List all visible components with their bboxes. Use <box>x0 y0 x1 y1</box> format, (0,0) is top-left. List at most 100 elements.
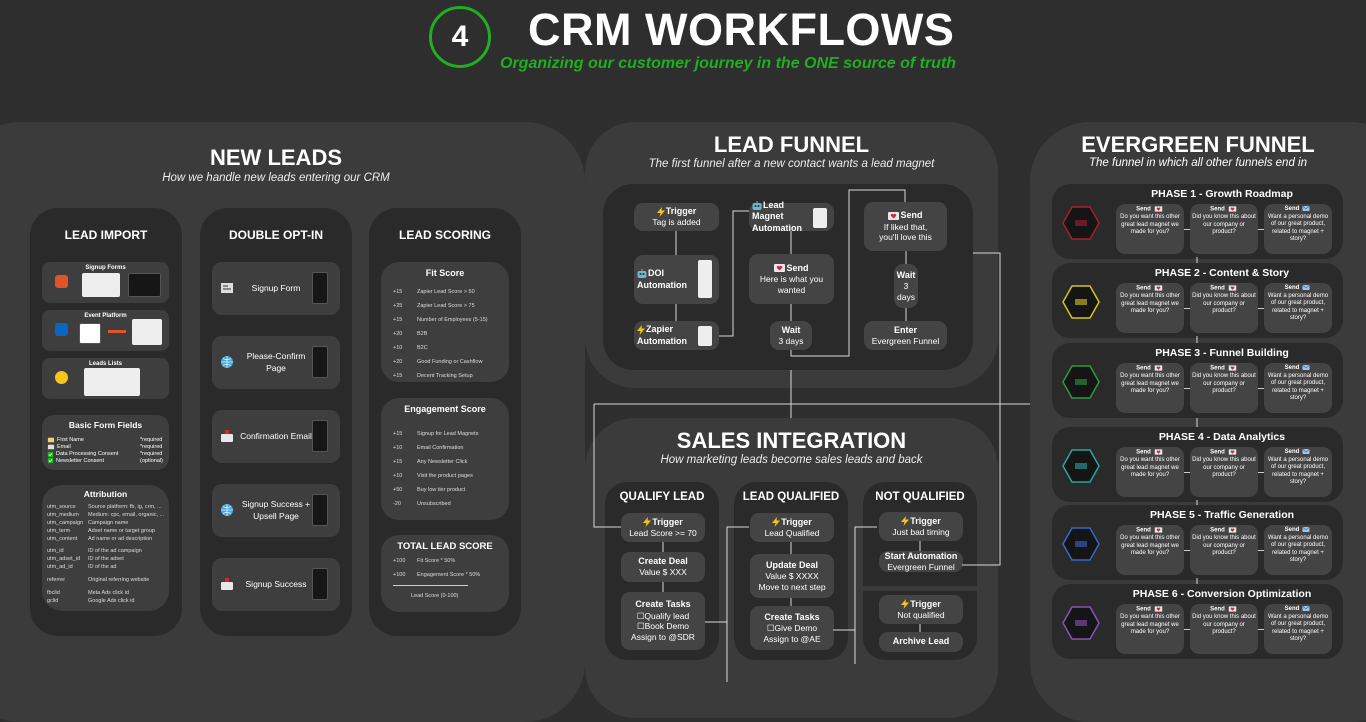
form-field-label: Newsletter Consent <box>56 457 104 464</box>
send-label: Send <box>1210 449 1225 456</box>
attribution-description: ID of the ad <box>88 564 117 570</box>
message-card: Send Do you want this other great lead ma… <box>1116 447 1184 497</box>
phase-hexagon-icon <box>1062 527 1100 566</box>
score-criterion: B2C <box>417 345 428 351</box>
phase-hexagon-icon <box>1062 606 1100 645</box>
card-heading: Wait <box>897 270 916 281</box>
card-body-line: Just bad timing <box>892 526 950 537</box>
form-icon <box>220 281 234 300</box>
thumbnail <box>79 323 101 344</box>
sales-step: Trigger Lead Score >= 70 <box>621 513 705 542</box>
linkedin-icon <box>55 323 68 336</box>
card-body-line: Value $ XXX <box>639 567 687 578</box>
sales-step: Trigger Not qualified <box>879 595 963 624</box>
import-source-0: Signup Forms <box>42 262 169 303</box>
card-heading-text: Start Automation <box>884 550 958 561</box>
thumbnail <box>813 208 827 228</box>
card-body-line: Evergreen Funnel <box>887 561 955 572</box>
score-criterion: Decent Tracking Setup <box>417 373 473 379</box>
card-heading: Trigger <box>901 516 941 527</box>
score-points: +15 <box>393 373 403 379</box>
column-divider <box>863 586 977 591</box>
mail-blue-icon <box>1302 526 1311 532</box>
message-heading: Send <box>1136 448 1164 457</box>
attribution-key: utm_content <box>47 536 78 542</box>
score-criterion: Zapier Lead Score > 75 <box>417 303 475 309</box>
globe-icon <box>220 355 234 374</box>
connector <box>1184 388 1190 389</box>
message-card: Send Want a personal demo of our great pr… <box>1264 204 1332 254</box>
score-criterion: Unsubscribed <box>417 501 451 507</box>
basic-form-fields-title: Basic Form Fields <box>68 420 143 430</box>
score-points: +15 <box>393 431 403 437</box>
card-body-line: Lead Score >= 70 <box>629 527 697 538</box>
attribution-key: referrer <box>47 577 66 583</box>
card-heading: Create Deal <box>638 556 688 567</box>
love-letter-icon <box>1228 527 1237 533</box>
funnel-step: Enter Evergreen Funnel <box>864 321 947 350</box>
card-body-line: ☐Give Demo <box>766 623 818 633</box>
attribution-key: utm_ad_id <box>47 564 73 570</box>
connector <box>1258 308 1264 309</box>
send-label: Send <box>1136 365 1151 372</box>
new-leads-title: NEW LEADS <box>210 145 342 170</box>
card-body-line: Evergreen Funnel <box>871 335 940 346</box>
robot-icon <box>752 201 762 211</box>
score-criterion: Good Funding or Cashflow <box>417 359 483 365</box>
attribution-key: gclid <box>47 598 59 604</box>
score-points: +10 <box>393 345 403 351</box>
card-body-line: ☐Qualify lead <box>636 610 690 621</box>
card-heading-text: Trigger <box>910 598 941 609</box>
sales-step: Create Tasks ☐Give Demo Assign to @AE <box>750 606 834 650</box>
score-criterion: Email Confirmation <box>417 445 464 451</box>
form-field-requirement: *required <box>140 437 163 443</box>
love-letter-icon <box>1228 449 1237 455</box>
message-card: Send Do you want this other great lead ma… <box>1116 363 1184 413</box>
mailbox-icon <box>220 429 234 448</box>
phase-card: PHASE 1 - Growth Roadmap Send Do you want … <box>1052 184 1343 259</box>
message-heading: Send <box>1285 284 1312 293</box>
message-text: Did you know this about our company or p… <box>1192 293 1256 315</box>
love-letter-icon <box>774 264 786 273</box>
lightning-icon <box>901 599 910 610</box>
total-score-card: TOTAL LEAD SCORE +100 Fit Score * 50% +100 E… <box>381 535 509 612</box>
opt-in-step: Confirmation Email <box>212 410 340 463</box>
opt-in-step-label: Signup Success <box>245 578 307 589</box>
sales-step: Trigger Lead Qualified <box>750 513 834 542</box>
funnel-step: Send Here is what you wanted <box>749 254 834 304</box>
phase-title: PHASE 6 - Conversion Optimization <box>1132 588 1312 600</box>
send-label: Send <box>1136 449 1151 456</box>
attribution-key: utm_campaign <box>47 520 84 526</box>
love-letter-icon <box>1154 449 1163 455</box>
message-text: Want a personal demo of our great produc… <box>1267 456 1329 486</box>
sales-integration-title: SALES INTEGRATION <box>676 428 907 453</box>
send-label: Send <box>1284 527 1300 534</box>
message-text: Want a personal demo of our great produc… <box>1267 213 1329 243</box>
message-text: Do you want this other great lead magnet… <box>1120 535 1180 557</box>
fit-score-title: Fit Score <box>425 268 465 278</box>
import-source-title: Signup Forms <box>85 265 126 271</box>
thumbnail <box>312 420 328 452</box>
score-points: -20 <box>393 501 401 507</box>
message-heading: Send <box>1136 205 1164 214</box>
attribution-key: utm_term <box>47 528 71 534</box>
message-text: Did you know this about our company or p… <box>1192 214 1256 236</box>
thumbnail <box>132 319 162 345</box>
import-source-2: Leads Lists <box>42 358 169 399</box>
card-body-line: If liked that, <box>883 221 928 232</box>
mail-blue-icon <box>1302 605 1311 611</box>
message-heading: Send <box>1136 526 1164 535</box>
phase-card: PHASE 3 - Funnel Building Send Do you want… <box>1052 343 1343 418</box>
attribution-description: Meta Ads click id <box>88 590 129 596</box>
connector <box>1258 472 1264 473</box>
sales-column-title: QUALIFY LEAD <box>619 491 705 503</box>
sales-step: Trigger Just bad timing <box>879 512 963 541</box>
attribution-description: Original referring website <box>88 577 150 583</box>
send-label: Send <box>1210 527 1225 534</box>
message-heading: Send <box>1285 605 1312 614</box>
funnel-step: Send If liked that, you'll love this <box>864 202 947 251</box>
message-heading: Send <box>1210 526 1238 535</box>
attribution-key: utm_medium <box>47 512 79 518</box>
love-letter-icon <box>1154 527 1163 533</box>
attribution-title: Attribution <box>83 489 128 499</box>
